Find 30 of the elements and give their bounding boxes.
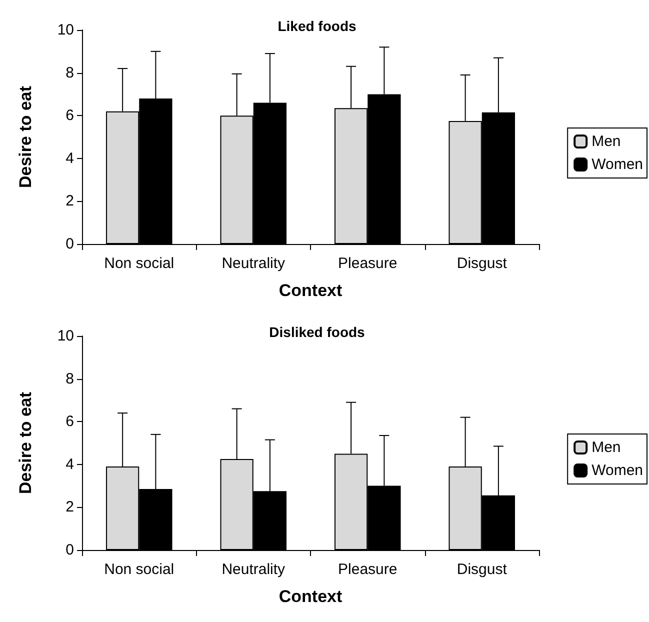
x-tick-label: Non social xyxy=(104,255,174,272)
y-tick-label: 10 xyxy=(57,328,74,344)
y-tick-label: 8 xyxy=(66,370,74,388)
x-tick-label: Disgust xyxy=(456,561,508,578)
x-tick-label: Non social xyxy=(104,561,174,578)
x-tick-label: Neutrality xyxy=(222,561,286,578)
legend-label: Men xyxy=(592,133,621,150)
x-tick-label: Neutrality xyxy=(222,255,286,272)
x-axis-title: Context xyxy=(278,281,342,300)
x-tick-label: Pleasure xyxy=(338,255,398,272)
x-tick-label: Disgust xyxy=(456,255,508,272)
y-tick-label: 10 xyxy=(57,22,74,38)
y-tick-label: 2 xyxy=(66,192,74,210)
chart-title: Liked foods xyxy=(278,18,356,34)
legend-label: Men xyxy=(592,439,621,456)
chart-title: Disliked foods xyxy=(269,324,366,340)
y-axis-title: Desire to eat xyxy=(16,86,35,188)
y-axis-title: Desire to eat xyxy=(16,392,35,494)
y-tick-label: 0 xyxy=(66,236,74,252)
y-tick-label: 6 xyxy=(66,107,74,124)
x-axis-title: Context xyxy=(278,587,342,606)
y-tick-label: 4 xyxy=(66,150,74,167)
y-tick-label: 2 xyxy=(66,498,74,516)
y-tick-label: 4 xyxy=(66,456,74,473)
x-tick-label: Pleasure xyxy=(338,561,398,578)
y-tick-label: 6 xyxy=(66,413,74,430)
y-tick-label: 0 xyxy=(66,542,74,558)
y-tick-label: 8 xyxy=(66,64,74,82)
legend-label: Women xyxy=(592,156,644,173)
legend-label: Women xyxy=(592,462,644,479)
